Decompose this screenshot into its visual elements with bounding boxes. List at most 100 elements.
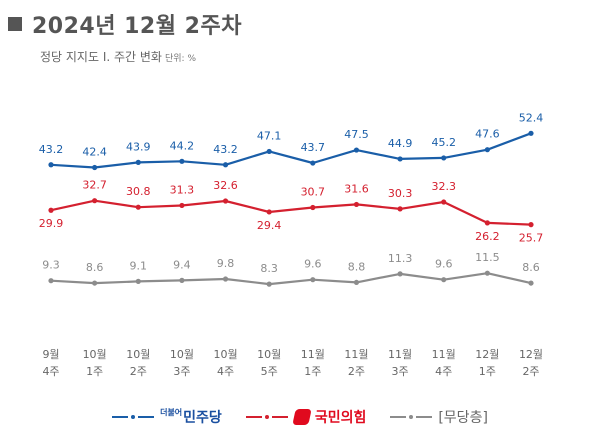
x-tick-month-4: 10월 [213, 348, 237, 361]
data-label-0-5: 47.1 [257, 129, 282, 142]
data-label-1-4: 32.6 [213, 179, 238, 192]
data-point-2-2 [135, 278, 141, 284]
data-label-1-0: 29.9 [39, 217, 64, 230]
x-tick-week-10: 1주 [479, 365, 496, 378]
data-label-2-7: 8.8 [348, 260, 366, 273]
data-point-1-6 [310, 204, 316, 211]
data-label-0-8: 44.9 [388, 137, 413, 150]
x-tick-week-2: 2주 [130, 365, 147, 378]
data-label-0-2: 43.9 [126, 140, 151, 153]
data-label-2-9: 9.6 [435, 258, 453, 271]
x-tick-week-0: 4주 [42, 365, 59, 378]
data-label-1-6: 30.7 [301, 186, 326, 199]
legend-line-ind-icon [390, 412, 433, 422]
data-point-2-9 [441, 277, 447, 283]
data-label-2-1: 8.6 [86, 261, 104, 274]
data-label-1-8: 30.3 [388, 187, 413, 200]
data-label-1-10: 26.2 [475, 230, 500, 243]
subtitle-text: 정당 지지도 Ⅰ. 주간 변화 [40, 50, 162, 64]
data-label-1-11: 25.7 [519, 232, 544, 245]
x-tick-month-11: 12월 [519, 348, 543, 361]
data-point-1-4 [222, 198, 229, 204]
data-point-1-8 [397, 206, 403, 212]
data-point-2-11 [528, 280, 534, 286]
data-point-0-7 [353, 147, 360, 153]
x-tick-week-5: 5주 [261, 365, 278, 378]
x-tick-week-1: 1주 [86, 365, 103, 378]
data-point-2-7 [353, 279, 360, 286]
data-label-2-0: 9.3 [42, 259, 60, 272]
data-label-0-3: 44.2 [170, 139, 195, 152]
data-point-2-3 [179, 277, 185, 283]
data-point-2-8 [397, 271, 403, 277]
data-label-0-11: 52.4 [519, 111, 544, 124]
x-tick-month-9: 11월 [432, 348, 456, 361]
data-label-2-8: 11.3 [388, 252, 413, 265]
legend-line-dem-icon [112, 412, 155, 422]
data-point-1-1 [92, 198, 98, 204]
data-point-0-6 [310, 160, 316, 166]
data-point-2-10 [484, 270, 490, 276]
x-tick-month-8: 11월 [388, 348, 412, 361]
data-label-0-6: 43.7 [301, 141, 326, 154]
data-point-0-3 [179, 158, 185, 164]
data-label-2-6: 9.6 [304, 258, 322, 271]
x-tick-week-3: 3주 [173, 365, 190, 378]
legend-label-ppp: 국민의힘 [314, 410, 367, 426]
legend-dem-small: 더불어 [160, 408, 183, 417]
data-label-0-0: 43.2 [39, 143, 64, 156]
x-tick-month-2: 10월 [126, 348, 150, 361]
line-chart: 43.2 42.4 43.9 44.2 43.2 47.1 43.7 47.5 44.9 45.2… [39, 111, 544, 378]
x-tick-month-10: 12월 [475, 348, 499, 361]
unit-label: 단위: % [164, 54, 196, 64]
data-label-1-7: 31.6 [344, 182, 369, 195]
data-label-0-7: 47.5 [344, 128, 369, 141]
data-point-1-7 [353, 201, 360, 208]
x-tick-month-5: 10월 [257, 348, 281, 361]
x-tick-month-0: 9월 [42, 348, 59, 361]
data-point-0-2 [135, 159, 141, 165]
data-label-0-9: 45.2 [431, 136, 456, 149]
series-line-2 [50, 272, 532, 286]
series-line-0 [50, 132, 532, 169]
data-point-1-10 [484, 220, 490, 226]
data-point-0-10 [484, 147, 490, 153]
data-label-1-5: 29.4 [257, 219, 282, 232]
data-label-2-2: 9.1 [130, 259, 148, 272]
x-tick-week-9: 4주 [435, 365, 452, 378]
x-tick-week-11: 2주 [522, 365, 539, 378]
legend-item-dem: 더불어민주당 [112, 407, 222, 427]
data-point-2-4 [222, 276, 229, 282]
data-point-0-4 [222, 162, 229, 168]
data-point-0-11 [528, 130, 534, 136]
title-row: 2024년 12월 2주차 [8, 8, 242, 40]
series-line-1 [50, 199, 532, 226]
data-point-1-9 [441, 199, 447, 205]
data-label-1-2: 30.8 [126, 185, 151, 198]
x-tick-month-3: 10월 [170, 348, 194, 361]
data-point-1-0 [48, 207, 54, 213]
data-point-0-1 [92, 164, 98, 171]
data-label-2-5: 8.3 [260, 262, 278, 275]
x-tick-week-7: 2주 [348, 365, 365, 378]
data-label-1-9: 32.3 [431, 180, 456, 193]
title-bullet-icon [8, 17, 22, 31]
data-point-2-0 [48, 278, 54, 284]
ppp-logo-icon [292, 409, 312, 425]
legend-item-ind: [무당층] [390, 407, 488, 427]
data-point-1-2 [135, 204, 141, 210]
data-point-0-9 [441, 155, 447, 161]
data-label-2-11: 8.6 [522, 261, 540, 274]
x-tick-month-7: 11월 [344, 348, 368, 361]
data-label-1-3: 31.3 [170, 183, 195, 196]
data-label-1-1: 32.7 [82, 179, 107, 192]
data-point-0-5 [266, 148, 272, 155]
chart-subtitle: 정당 지지도 Ⅰ. 주간 변화 단위: % [40, 48, 196, 65]
data-point-2-5 [266, 281, 272, 287]
x-tick-month-6: 11월 [301, 348, 325, 361]
data-point-1-3 [179, 202, 185, 209]
data-label-2-4: 9.8 [217, 257, 235, 270]
data-label-0-10: 47.6 [475, 128, 500, 141]
data-label-0-1: 42.4 [82, 145, 107, 158]
data-point-1-5 [266, 209, 272, 215]
